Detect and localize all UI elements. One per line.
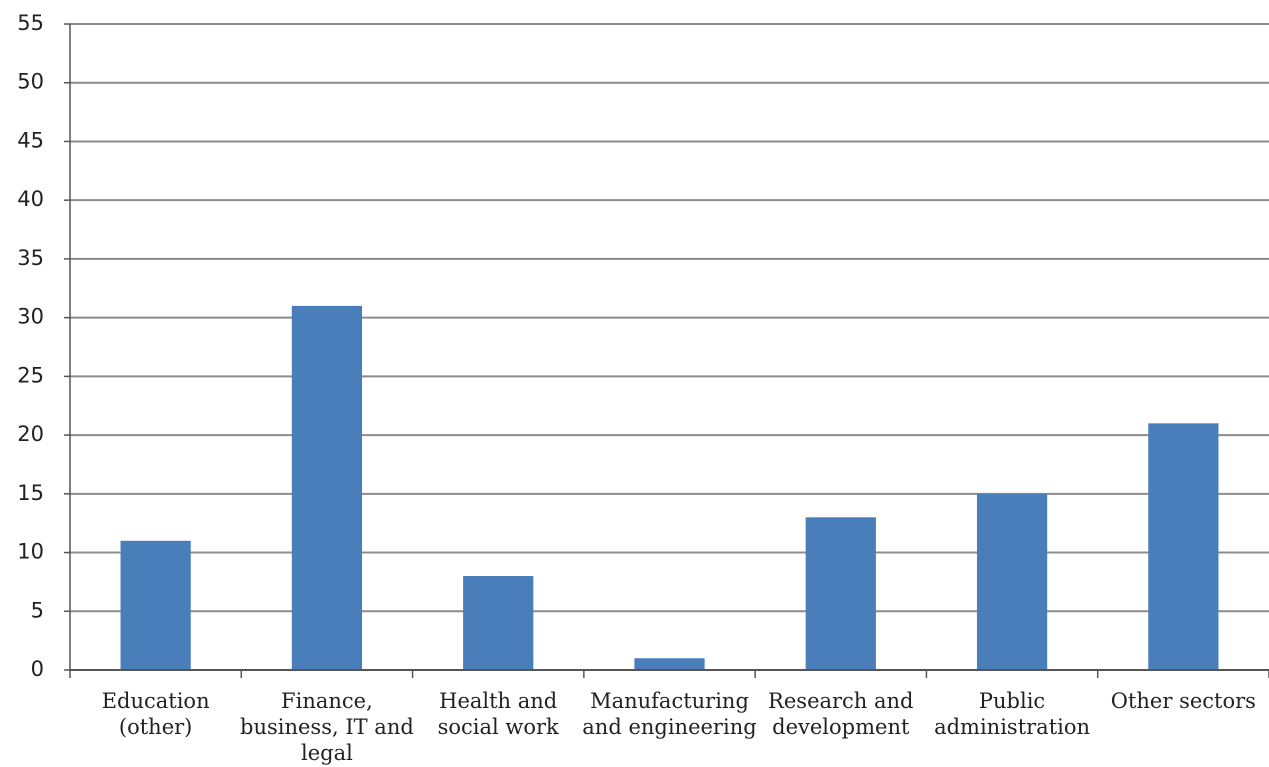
bar — [463, 576, 534, 670]
y-tick-label: 55 — [17, 11, 44, 35]
bar — [1148, 423, 1219, 670]
y-tick-label: 35 — [17, 246, 44, 270]
y-tick-label: 30 — [17, 305, 44, 329]
y-tick-label: 10 — [17, 540, 44, 564]
y-tick-label: 15 — [17, 481, 44, 505]
x-tick-label: Manufacturing and engineering — [582, 689, 757, 739]
bar — [120, 540, 191, 670]
y-tick-label: 0 — [31, 657, 44, 681]
bar — [291, 305, 363, 670]
x-tick-label: Finance, business, IT and legal — [240, 689, 414, 765]
x-tick-label: Education (other) — [101, 689, 210, 739]
bar — [976, 493, 1048, 670]
y-tick-label: 5 — [31, 598, 44, 622]
y-tick-label: 40 — [17, 187, 44, 211]
x-tick-label: Health and social work — [437, 689, 559, 739]
x-tick-label: Research and development — [768, 689, 914, 739]
y-tick-label: 45 — [17, 128, 44, 152]
bar — [634, 658, 705, 670]
bar — [805, 517, 876, 670]
y-tick-label: 25 — [17, 363, 44, 387]
y-tick-label: 20 — [17, 422, 44, 446]
x-tick-label: Other sectors — [1110, 689, 1256, 713]
y-tick-label: 50 — [17, 70, 44, 94]
x-tick-label: Public administration — [934, 689, 1091, 739]
